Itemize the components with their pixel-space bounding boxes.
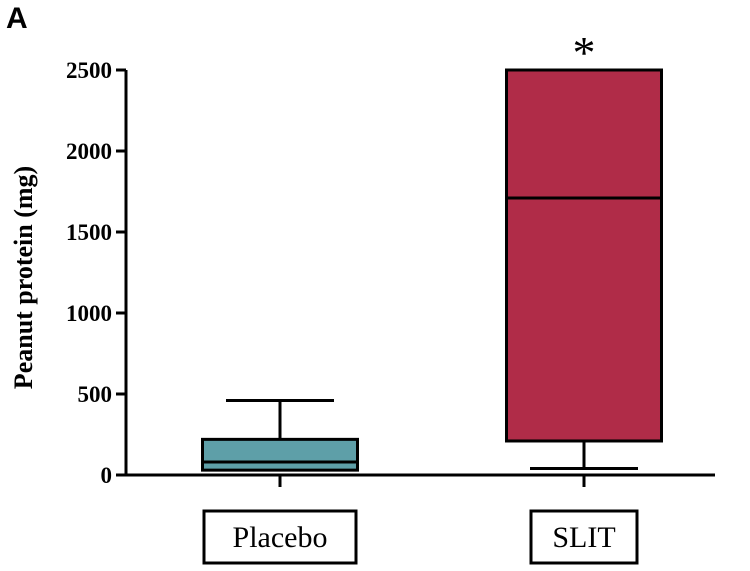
y-tick-label: 500 bbox=[78, 382, 113, 407]
y-tick-label: 2500 bbox=[66, 58, 112, 83]
y-axis-label: Peanut protein (mg) bbox=[9, 166, 38, 389]
iqr-box bbox=[505, 68, 663, 443]
iqr-box bbox=[201, 437, 359, 472]
labels: 0 500 1000 1500 2000 2500 Peanut protein (mg) P… bbox=[9, 27, 639, 565]
y-tick-label: 2000 bbox=[66, 139, 112, 164]
box-placebo bbox=[201, 398, 359, 472]
significance-asterisk: * bbox=[573, 27, 596, 78]
y-tick-label: 1500 bbox=[66, 220, 112, 245]
category-label: SLIT bbox=[552, 521, 615, 554]
y-tick-label: 1000 bbox=[66, 301, 112, 326]
axes bbox=[116, 68, 715, 487]
category-label-frame bbox=[529, 509, 639, 565]
category-label-frame bbox=[202, 509, 358, 565]
category-label: Placebo bbox=[233, 521, 328, 554]
panel-letter: A bbox=[6, 2, 28, 35]
boxes bbox=[201, 68, 663, 472]
y-tick-label: 0 bbox=[101, 463, 113, 488]
box-slit bbox=[505, 68, 663, 471]
